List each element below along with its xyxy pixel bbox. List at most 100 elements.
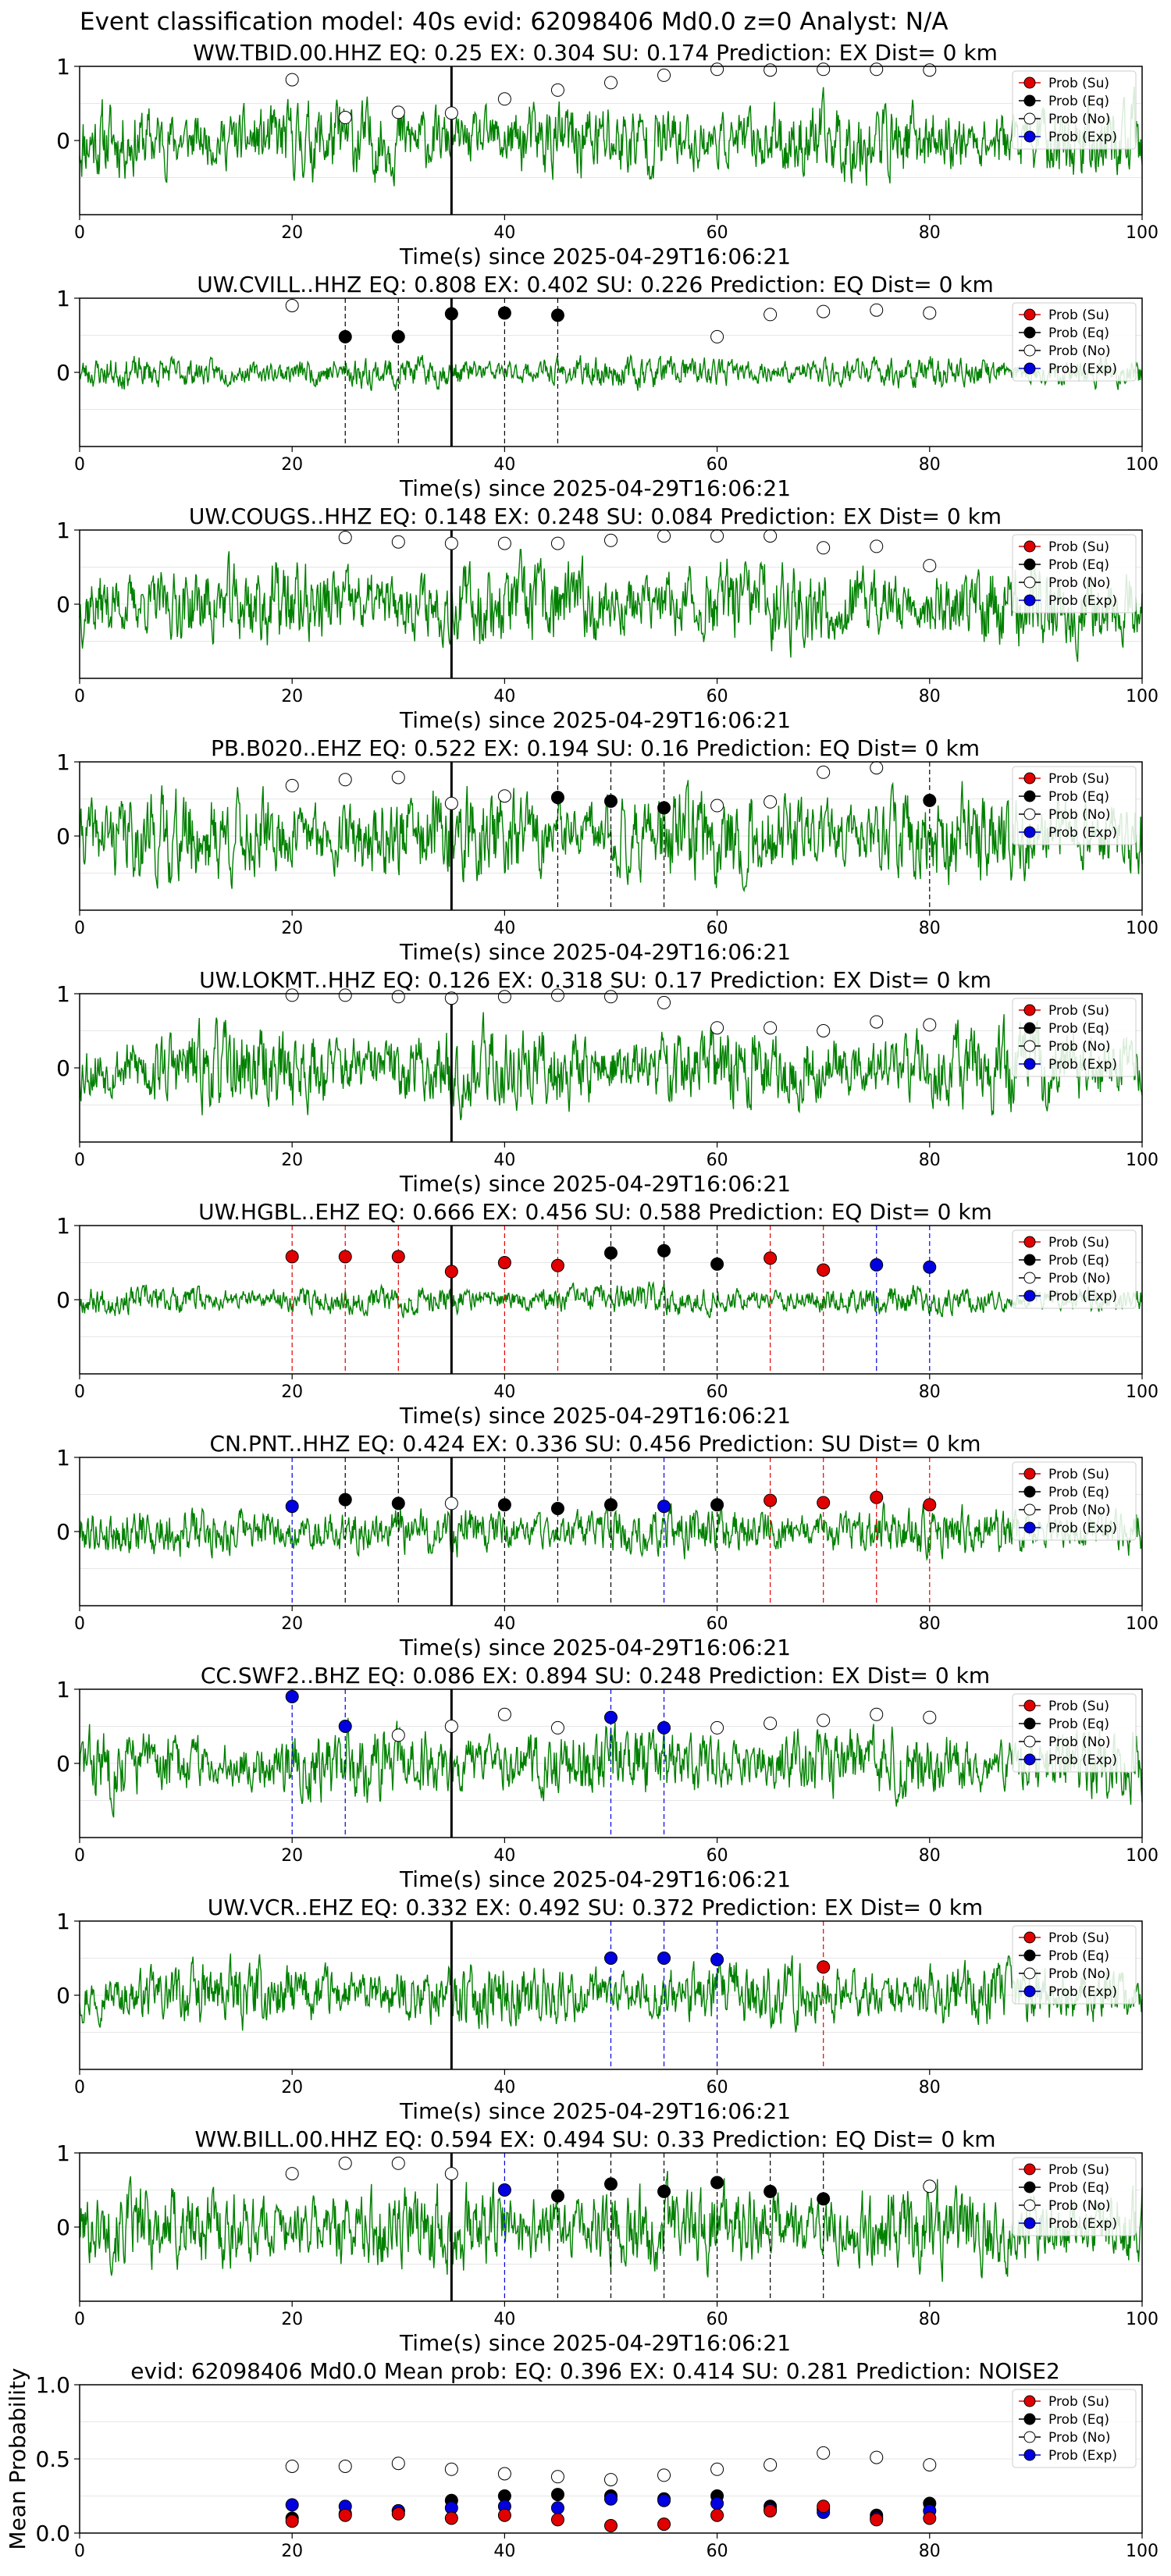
- x-tick-label: 20: [281, 2310, 303, 2329]
- panel-title: UW.HGBL..EHZ EQ: 0.666 EX: 0.456 SU: 0.5…: [198, 1199, 992, 1225]
- x-tick-label: 100: [1126, 455, 1159, 475]
- prob-marker-no: [285, 988, 299, 1002]
- x-tick-label: 0: [74, 2542, 85, 2561]
- prob-marker-no: [657, 995, 671, 1009]
- legend-label-eq: Prob (Eq): [1048, 1485, 1109, 1500]
- prob-marker-no: [870, 1015, 884, 1029]
- prob-marker-eq: [710, 2176, 724, 2190]
- station-panel-7: Prob (Su)Prob (Eq)Prob (No)Prob (Exp)010…: [56, 1431, 1159, 1660]
- legend-marker-eq: [1023, 1717, 1036, 1730]
- x-tick-label: 80: [919, 2542, 941, 2561]
- waveform-trace: [79, 549, 1143, 662]
- prob-marker-no: [923, 1710, 937, 1724]
- legend-marker-su: [1023, 540, 1036, 553]
- legend-marker-exp: [1023, 1058, 1036, 1070]
- prob-marker-eq: [391, 329, 405, 343]
- legend-label-su: Prob (Su): [1048, 539, 1109, 555]
- mean-prob-marker-su: [763, 2504, 778, 2517]
- station-panel-6: Prob (Su)Prob (Eq)Prob (No)Prob (Exp)010…: [56, 1199, 1159, 1429]
- y-tick-label: 1.0: [35, 2372, 70, 2398]
- prob-marker-eq: [338, 1493, 352, 1507]
- legend-marker-eq: [1023, 94, 1036, 107]
- legend-marker-su: [1023, 1004, 1036, 1016]
- legend-label-su: Prob (Su): [1048, 2394, 1109, 2410]
- y-tick-label: 0: [56, 360, 70, 386]
- y-tick-label: 1: [56, 1445, 70, 1471]
- legend-marker-eq: [1023, 2413, 1036, 2425]
- prob-marker-eq: [550, 308, 564, 322]
- prob-marker-no: [870, 1707, 884, 1721]
- x-tick-label: 80: [919, 2310, 941, 2329]
- legend: Prob (Su) Prob (Eq) Prob (No) Prob (Exp): [1012, 1461, 1137, 1541]
- prob-marker-no: [497, 92, 511, 106]
- x-tick-label: 80: [919, 1382, 941, 1402]
- legend-frame: [1012, 2389, 1137, 2468]
- prob-marker-eq: [497, 1498, 511, 1512]
- y-tick-label: 1: [56, 1677, 70, 1703]
- prob-marker-su: [391, 1250, 405, 1264]
- legend-label-no: Prob (No): [1048, 1271, 1111, 1286]
- x-axis-label: Time(s) since 2025-04-29T16:06:21: [399, 475, 791, 501]
- prob-marker-no: [870, 761, 884, 775]
- x-axis-label: Time(s) since 2025-04-29T16:06:21: [399, 1866, 791, 1892]
- prob-marker-eq: [604, 1498, 618, 1512]
- legend: Prob (Su) Prob (Eq) Prob (No) Prob (Exp): [1012, 1229, 1137, 1309]
- x-tick-label: 60: [707, 687, 728, 706]
- x-tick-label: 40: [493, 2310, 515, 2329]
- x-tick-label: 40: [493, 1614, 515, 1634]
- prob-marker-eq: [444, 307, 458, 321]
- panel-title: UW.COUGS..HHZ EQ: 0.148 EX: 0.248 SU: 0.…: [189, 503, 1002, 529]
- legend-label-eq: Prob (Eq): [1048, 789, 1109, 805]
- x-tick-label: 20: [281, 2078, 303, 2097]
- mean-prob-marker-no: [817, 2446, 831, 2460]
- prob-marker-eq: [550, 2189, 564, 2203]
- x-tick-label: 40: [493, 687, 515, 706]
- legend-marker-no: [1023, 808, 1036, 820]
- legend-marker-su: [1023, 1699, 1036, 1712]
- mean-prob-marker-su: [444, 2511, 458, 2525]
- prob-marker-no: [550, 536, 564, 550]
- panel-title: UW.CVILL..HHZ EQ: 0.808 EX: 0.402 SU: 0.…: [197, 272, 994, 297]
- legend-marker-eq: [1023, 1022, 1036, 1034]
- legend-label-eq: Prob (Eq): [1048, 1717, 1109, 1732]
- legend-marker-eq: [1023, 558, 1036, 571]
- x-tick-label: 100: [1126, 919, 1159, 938]
- prob-marker-no: [870, 539, 884, 553]
- legend-marker-exp: [1023, 2217, 1036, 2229]
- legend-frame: [1012, 534, 1137, 614]
- x-tick-label: 100: [1126, 2310, 1159, 2329]
- legend-label-exp: Prob (Exp): [1048, 1984, 1117, 2000]
- prob-marker-no: [444, 1720, 458, 1733]
- station-panel-10: Prob (Su)Prob (Eq)Prob (No)Prob (Exp)010…: [56, 2126, 1159, 2356]
- x-tick-label: 80: [919, 919, 941, 938]
- prob-marker-no: [710, 799, 724, 813]
- prob-marker-no: [338, 531, 352, 544]
- prob-marker-eq: [550, 791, 564, 805]
- legend-marker-exp: [1023, 1290, 1036, 1302]
- x-tick-label: 60: [707, 1151, 728, 1170]
- legend-frame: [1012, 1461, 1137, 1541]
- legend-label-eq: Prob (Eq): [1048, 2180, 1109, 2196]
- x-tick-label: 60: [707, 455, 728, 475]
- prob-marker-su: [763, 1251, 778, 1265]
- y-tick-label: 0: [56, 1983, 70, 2008]
- prob-marker-no: [923, 2179, 937, 2194]
- legend-label-su: Prob (Su): [1048, 1235, 1109, 1251]
- waveform-trace: [79, 1012, 1143, 1121]
- x-tick-label: 100: [1126, 687, 1159, 706]
- prob-marker-no: [763, 795, 778, 809]
- legend-marker-su: [1023, 308, 1036, 321]
- x-tick-label: 80: [919, 1846, 941, 1866]
- prob-marker-no: [710, 1021, 724, 1035]
- legend-marker-exp: [1023, 362, 1036, 375]
- prob-marker-no: [338, 773, 352, 787]
- mean-prob-marker-su: [710, 2508, 724, 2522]
- y-tick-label: 1: [56, 518, 70, 543]
- legend-label-exp: Prob (Exp): [1048, 2216, 1117, 2232]
- legend-marker-no: [1023, 1040, 1036, 1052]
- legend-label-exp: Prob (Exp): [1048, 1057, 1117, 1073]
- mean-prob-marker-exp: [710, 2496, 724, 2510]
- prob-marker-su: [870, 1490, 884, 1504]
- prob-marker-eq: [710, 1257, 724, 1271]
